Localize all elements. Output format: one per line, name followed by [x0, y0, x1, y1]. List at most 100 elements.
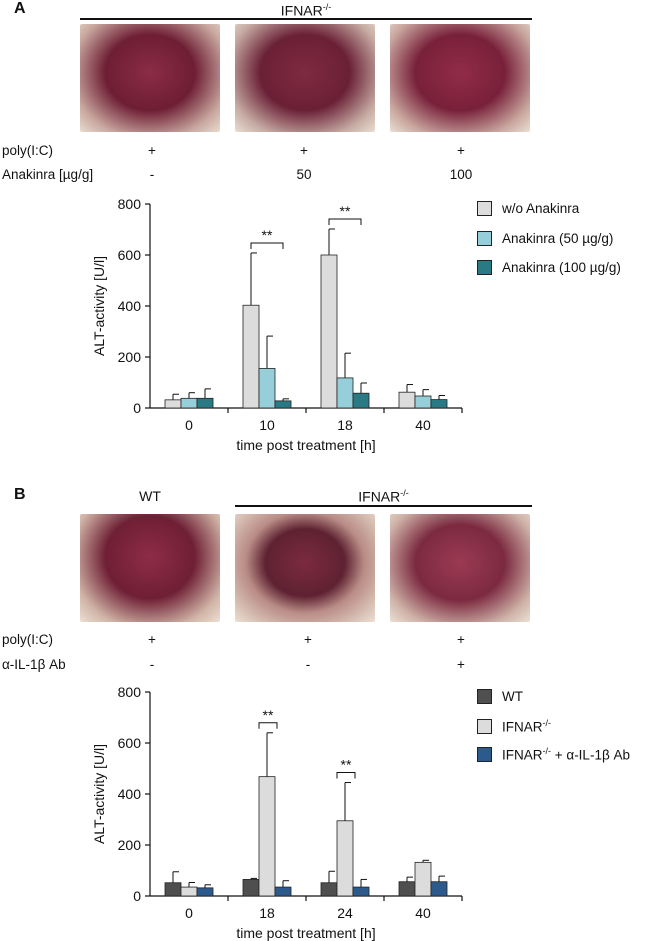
legend-a-label-1: w/o Anakinra [502, 201, 580, 216]
legend-b-swatch-2 [477, 718, 492, 734]
chart-a-y-tick-label: 800 [118, 196, 142, 212]
chart-a-x-tick-label: 40 [415, 417, 431, 433]
chart-a-bar [430, 399, 448, 409]
panel-a-row-polyic-3: + [457, 143, 465, 158]
chart-a-y-axis-label: ALT-activity [U/l] [91, 256, 107, 356]
legend-b-label-1: WT [502, 689, 523, 704]
panel-a-letter: A [14, 0, 26, 17]
legend-b-item-2: IFNAR-/- [477, 718, 551, 735]
panel-b-row-antibody-label: α-IL-1β Ab [2, 657, 66, 672]
panel-b-group-label: IFNAR-/- [358, 488, 409, 505]
chart-b-y-tick-label: 800 [118, 684, 142, 700]
chart-b-significance-label: ** [263, 707, 274, 723]
chart-a-y-tick-label: 200 [118, 349, 142, 365]
chart-a-y-tick-label: 400 [118, 298, 142, 314]
legend-b-item-1: WT [477, 689, 523, 704]
chart-a-y-tick-label: 0 [133, 400, 141, 416]
panel-a-row-polyic-label: poly(I:C) [2, 143, 54, 158]
chart-a-x-tick-label: 10 [259, 417, 275, 433]
liver-photo-a3 [390, 24, 530, 132]
liver-photo-b2 [235, 514, 375, 622]
panel-a-group-line [80, 18, 532, 20]
liver-photo-a2 [235, 24, 375, 132]
chart-b-bar [430, 881, 448, 897]
legend-a-item-1: w/o Anakinra [477, 201, 579, 216]
panel-a-row-polyic-2: + [300, 143, 308, 158]
chart-b-y-tick-label: 0 [133, 888, 141, 904]
chart-b-bar [180, 886, 198, 897]
chart-b-significance-bracket [336, 772, 356, 779]
chart-a-bar [258, 368, 276, 409]
panel-a-row-anakinra-3: 100 [449, 167, 473, 182]
chart-b-y-tick-label: 200 [118, 837, 142, 853]
chart-b-x-tick-label: 40 [415, 905, 431, 921]
liver-photo-b1 [80, 514, 220, 622]
chart-a-bar [398, 391, 416, 409]
chart-a-bar [336, 377, 354, 409]
chart-a-bar [242, 304, 260, 409]
chart-a: 0 200 400 600 800 ALT-activity [U/l] 0 10 18 40 **… [91, 196, 463, 453]
liver-photo-b3 [390, 514, 530, 622]
panel-a-row-anakinra-2: 50 [296, 167, 312, 182]
chart-a-bar [414, 395, 432, 409]
panel-b-row-polyic-label: poly(I:C) [2, 632, 54, 647]
chart-b-x-tick-label: 24 [337, 905, 353, 921]
chart-b-significance-label: ** [341, 757, 352, 773]
chart-b-bar [414, 861, 432, 897]
chart-b-bar [258, 776, 276, 897]
panel-b-row-polyic-3: + [457, 632, 465, 647]
legend-b-label-2: IFNAR-/- [502, 718, 551, 735]
panel-b-wt-label: WT [139, 488, 161, 504]
chart-b-bar [196, 887, 214, 897]
legend-a-label-3: Anakinra (100 µg/g) [502, 260, 621, 275]
chart-b-bar [242, 879, 260, 897]
chart-a-significance-label: ** [340, 203, 351, 219]
chart-a-bar [196, 397, 214, 409]
panel-b-row-antibody-1: - [149, 657, 155, 672]
chart-a-significance-bracket [328, 218, 362, 225]
panel-a-group-label: IFNAR-/- [280, 2, 332, 19]
legend-a-item-3: Anakinra (100 µg/g) [477, 260, 621, 275]
chart-b-y-tick-label: 400 [118, 786, 142, 802]
chart-b-x-axis-label: time post treatment [h] [236, 925, 375, 941]
chart-b: 0 200 400 600 800 ALT-activity [U/l] 0 18 24 40 **… [91, 684, 463, 941]
chart-b-significance-bracket [258, 722, 278, 729]
chart-a-x-tick-label: 0 [185, 417, 193, 433]
panel-b-row-antibody-3: + [457, 657, 465, 672]
chart-b-bar [274, 886, 292, 897]
chart-b-bar [352, 886, 370, 897]
chart-a-bar [352, 392, 370, 409]
chart-b-bar [164, 882, 182, 897]
chart-a-bar [180, 397, 198, 409]
legend-a-swatch-1 [477, 201, 492, 216]
liver-photo-a1 [80, 24, 220, 132]
chart-a-x-tick-label: 18 [337, 417, 353, 433]
chart-a-bar [164, 399, 182, 409]
panel-b-letter: B [14, 486, 26, 503]
chart-b-x-tick-label: 18 [259, 905, 275, 921]
chart-b-x-tick-label: 0 [185, 905, 193, 921]
panel-a-row-polyic-1: + [148, 143, 156, 158]
legend-a-swatch-3 [477, 260, 492, 275]
chart-b-y-tick-label: 600 [118, 735, 142, 751]
chart-a-bar [274, 400, 292, 409]
legend-b-swatch-1 [477, 689, 492, 704]
chart-b-bar [398, 881, 416, 897]
panel-b-group-line [235, 505, 532, 507]
chart-a-y-tick-label: 600 [118, 247, 142, 263]
chart-a-x-axis-label: time post treatment [h] [236, 437, 375, 453]
panel-a-row-anakinra-label: Anakinra [µg/g] [2, 167, 94, 182]
legend-b-swatch-3 [477, 746, 492, 762]
chart-a-bar [320, 254, 338, 409]
panel-a-row-anakinra-1: - [149, 167, 155, 182]
chart-a-significance-label: ** [262, 227, 273, 243]
chart-b-bar [320, 882, 338, 897]
legend-b-label-3: IFNAR-/- + α-IL-1β Ab [502, 746, 630, 763]
panel-b-row-polyic-1: + [148, 632, 156, 647]
legend-a-swatch-2 [477, 231, 492, 246]
chart-a-significance-bracket [250, 242, 284, 249]
chart-b-bar [336, 820, 354, 897]
panel-b-row-antibody-2: - [305, 657, 311, 672]
legend-a-label-2: Anakinra (50 µg/g) [502, 231, 614, 246]
legend-a-item-2: Anakinra (50 µg/g) [477, 231, 613, 246]
